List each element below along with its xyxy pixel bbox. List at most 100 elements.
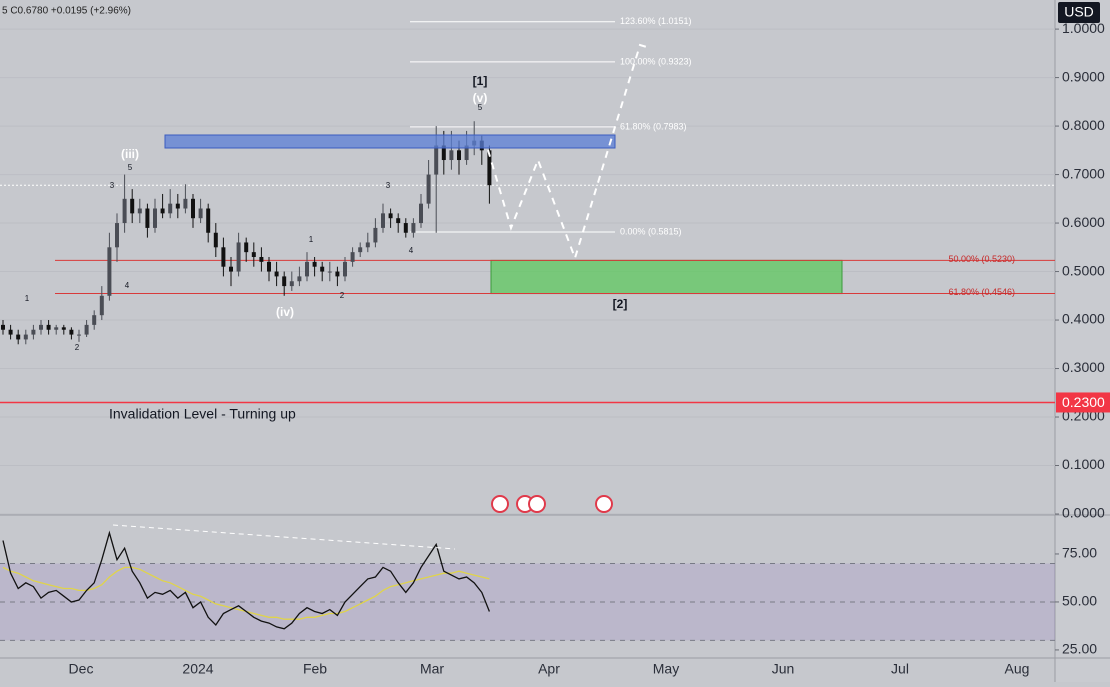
- candle-body: [168, 203, 173, 214]
- fib-extension-label: 123.60% (1.0151): [620, 16, 692, 26]
- projection-path: [487, 43, 651, 262]
- candle-body: [229, 266, 233, 272]
- event-icon[interactable]: [528, 495, 546, 513]
- header-ohlc: 5 C0.6780 +0.0195 (+2.96%): [2, 6, 131, 17]
- rsi-y-tick-label: 75.00: [1062, 545, 1097, 561]
- price-axis-panel: [1055, 0, 1110, 682]
- invalidation-price-label: 0.2300: [1062, 394, 1105, 410]
- candle-body: [198, 208, 203, 219]
- candle-body: [373, 227, 378, 243]
- wave-label: 1: [25, 294, 30, 303]
- x-tick-label: May: [653, 661, 679, 677]
- candle-body: [358, 247, 363, 253]
- candle-body: [61, 327, 66, 330]
- wave-label: 2: [340, 291, 345, 300]
- candle-body: [251, 252, 256, 257]
- candle-body: [23, 334, 28, 340]
- candle-body: [244, 242, 249, 253]
- candle-body: [107, 247, 112, 296]
- wave-label: (iii): [121, 147, 139, 161]
- event-icons: [491, 495, 613, 513]
- candle-body: [84, 324, 89, 335]
- candle-body: [350, 252, 355, 262]
- candle-body: [411, 223, 416, 233]
- wave-label: 4: [125, 281, 130, 290]
- candle-body: [46, 324, 51, 330]
- candle-body: [441, 145, 446, 161]
- y-tick-label: 1.0000: [1062, 20, 1105, 36]
- candle-body: [221, 247, 226, 267]
- candle-body: [274, 271, 279, 277]
- candle-body: [160, 208, 165, 214]
- fib-retracement-label: 50.00% (0.5230): [948, 254, 1015, 264]
- candle-body: [381, 213, 385, 228]
- x-tick-label: Aug: [1005, 661, 1030, 677]
- candle-body: [365, 242, 370, 248]
- candle-body: [419, 203, 423, 224]
- candle-body: [267, 261, 271, 272]
- fib-extension-label: 100.00% (0.9323): [620, 56, 692, 66]
- y-tick-label: 0.6000: [1062, 214, 1105, 230]
- rsi-y-tick-label: 25.00: [1062, 641, 1097, 657]
- event-icon[interactable]: [595, 495, 613, 513]
- x-tick-label: 2024: [182, 661, 213, 677]
- candle-body: [145, 208, 150, 228]
- candle-body: [312, 261, 317, 267]
- candle-body: [449, 150, 454, 161]
- wave-label: [2]: [613, 297, 628, 311]
- candle-body: [191, 198, 195, 219]
- candle-body: [327, 271, 332, 273]
- candle-body: [122, 198, 127, 224]
- candle-body: [388, 213, 393, 219]
- candle-body: [320, 266, 325, 272]
- candle-body: [396, 218, 401, 224]
- candle-body: [464, 145, 469, 161]
- y-tick-label: 0.7000: [1062, 165, 1105, 181]
- invalidation-text: Invalidation Level - Turning up: [109, 406, 296, 422]
- candle-body: [31, 329, 36, 335]
- y-tick-label: 0.4000: [1062, 311, 1105, 327]
- resistance-zone: [164, 134, 616, 149]
- candle-body: [434, 145, 439, 175]
- fib-extension-label: 0.00% (0.5815): [620, 226, 682, 236]
- invalidation-price-box: [1056, 392, 1110, 413]
- y-tick-label: 0.8000: [1062, 117, 1105, 133]
- candle-body: [175, 203, 180, 209]
- event-icon[interactable]: [491, 495, 509, 513]
- candle-body: [115, 223, 119, 248]
- wave-label: 2: [75, 343, 80, 352]
- wave-label: 3: [386, 181, 391, 190]
- x-tick-label: Jun: [772, 661, 795, 677]
- candle-body: [487, 150, 492, 186]
- x-tick-label: Mar: [420, 661, 444, 677]
- candle-body: [236, 242, 241, 272]
- x-tick-label: Jul: [891, 661, 909, 677]
- candle-body: [259, 257, 264, 262]
- candle-body: [282, 276, 287, 287]
- currency-box[interactable]: [1058, 2, 1100, 23]
- currency-label: USD: [1064, 4, 1094, 20]
- x-tick-label: Feb: [303, 661, 327, 677]
- candle-body: [54, 327, 59, 330]
- candle-body: [335, 271, 340, 277]
- wave-label: 5: [478, 103, 483, 112]
- y-tick-label: 0.1000: [1062, 456, 1105, 472]
- wave-label: 4: [409, 246, 414, 255]
- wave-label: 5: [128, 163, 133, 172]
- wave-label: (v): [473, 91, 488, 105]
- candle-body: [137, 208, 142, 214]
- candle-body: [92, 315, 97, 325]
- y-tick-label: 0.9000: [1062, 68, 1105, 84]
- y-tick-label: 0.5000: [1062, 262, 1105, 278]
- y-tick-label: 0.0000: [1062, 505, 1105, 521]
- candle-body: [8, 329, 13, 335]
- candle-body: [403, 223, 408, 233]
- candle-body: [39, 324, 43, 330]
- rsi-divergence-line: [112, 524, 456, 550]
- x-tick-label: Dec: [69, 661, 94, 677]
- candle-body: [343, 261, 347, 277]
- wave-label: (iv): [276, 305, 294, 319]
- candle-body: [77, 334, 81, 336]
